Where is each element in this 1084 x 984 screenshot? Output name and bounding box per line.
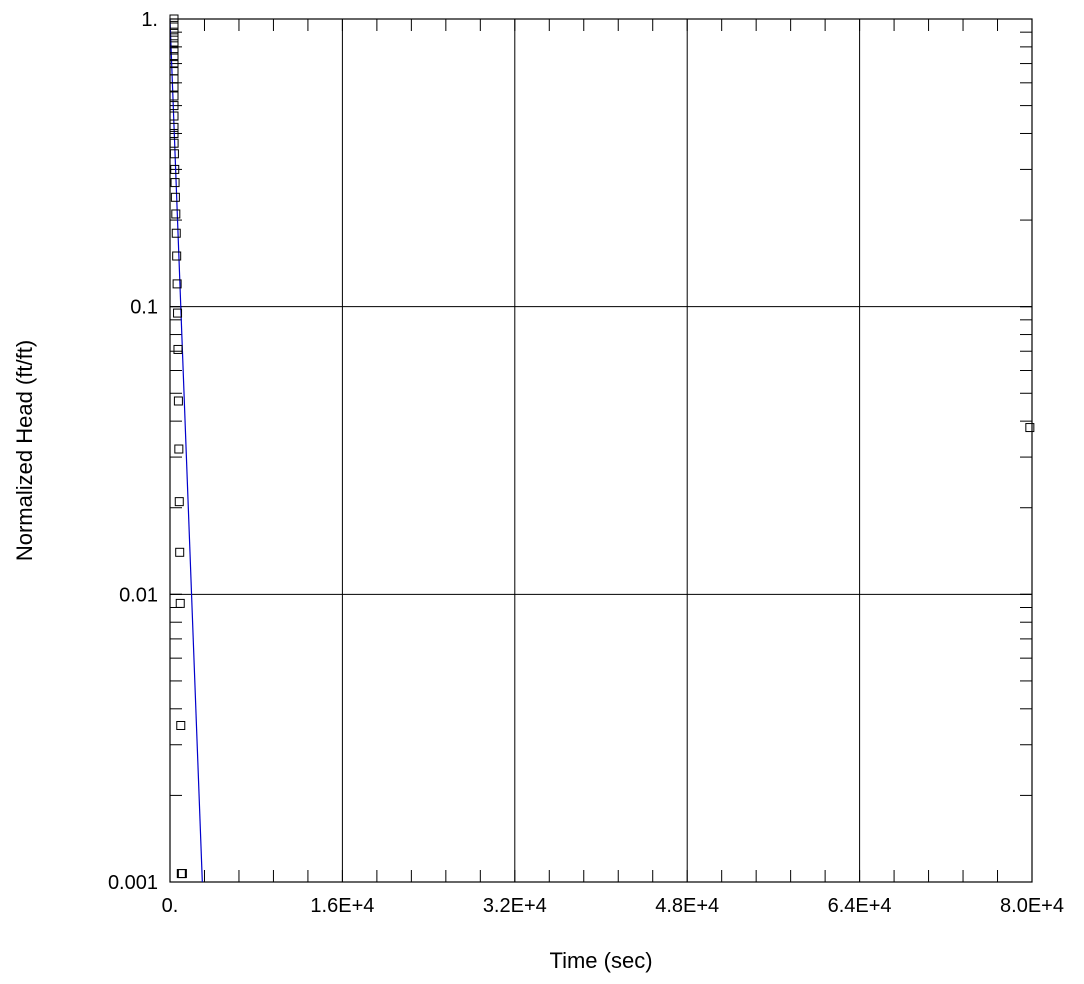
data-point	[1025, 423, 1035, 433]
x-tick-labels: 0. 1.6E+4 3.2E+4 4.8E+4 6.4E+4 8.0E+4	[162, 895, 1064, 917]
x-tick-label: 0.	[162, 895, 179, 917]
data-point	[169, 52, 179, 62]
data-point	[171, 228, 181, 238]
x-tick-label: 4.8E+4	[655, 895, 719, 917]
data-point	[169, 66, 179, 76]
data-point	[175, 598, 185, 608]
data-point	[172, 279, 182, 289]
fit-line-layer	[170, 19, 203, 882]
data-point	[177, 869, 187, 879]
data-point	[169, 33, 179, 43]
data-point	[169, 111, 179, 121]
data-point	[169, 122, 179, 132]
data-point	[175, 547, 185, 557]
data-points-layer	[169, 14, 1035, 879]
x-tick-label: 6.4E+4	[828, 895, 892, 917]
data-point	[173, 396, 183, 406]
data-point	[169, 82, 179, 92]
minor-ticks	[169, 18, 1033, 883]
data-point	[169, 39, 179, 49]
data-point	[173, 344, 183, 354]
data-point	[169, 91, 179, 101]
data-point	[169, 59, 179, 69]
fit-line	[170, 19, 203, 882]
y-tick-label: 0.1	[130, 297, 158, 319]
y-axis-title: Normalized Head (ft/ft)	[12, 340, 37, 561]
data-point	[170, 164, 180, 174]
data-point	[177, 869, 187, 879]
plot-frame	[169, 18, 1033, 883]
data-point	[169, 74, 179, 84]
x-tick-label: 1.6E+4	[310, 895, 374, 917]
data-point	[169, 14, 179, 24]
y-tick-label: 0.001	[108, 872, 158, 894]
data-point	[169, 27, 179, 37]
data-point	[169, 20, 179, 30]
data-point	[174, 444, 184, 454]
data-point	[171, 209, 181, 219]
data-point	[173, 308, 183, 318]
data-point	[169, 101, 179, 111]
data-point	[169, 138, 179, 148]
data-point	[169, 45, 179, 55]
data-point	[170, 192, 180, 202]
y-tick-label: 1.	[141, 9, 158, 31]
x-tick-label: 3.2E+4	[483, 895, 547, 917]
data-point	[169, 149, 179, 159]
data-point	[169, 128, 179, 138]
data-point	[170, 178, 180, 188]
y-tick-label: 0.01	[119, 584, 158, 606]
x-tick-label: 8.0E+4	[1000, 895, 1064, 917]
x-axis-title: Time (sec)	[549, 948, 652, 973]
grid-lines	[169, 18, 1033, 883]
data-point	[174, 497, 184, 507]
y-tick-labels: 1. 0.1 0.01 0.001	[108, 9, 158, 894]
data-point	[172, 251, 182, 261]
data-point	[176, 720, 186, 730]
